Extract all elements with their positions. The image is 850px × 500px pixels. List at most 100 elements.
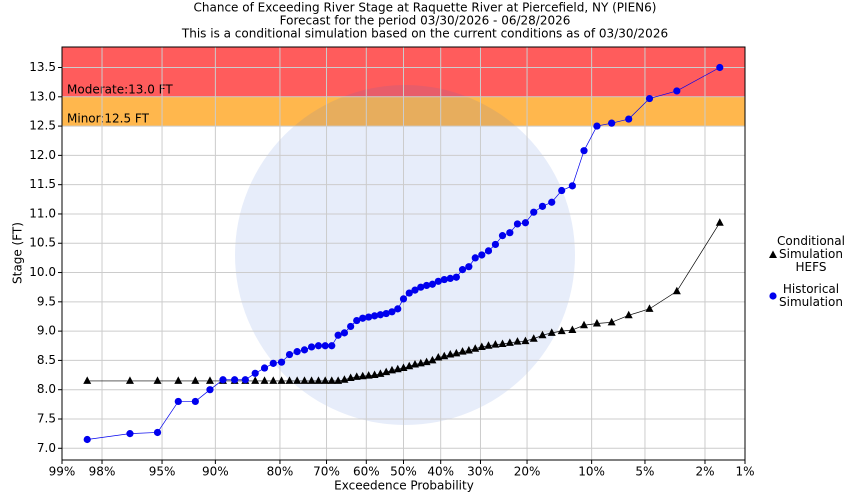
point — [358, 371, 367, 380]
threshold-label: Minor:12.5 FT — [67, 112, 150, 126]
point — [498, 232, 507, 240]
point — [440, 351, 449, 360]
point — [174, 397, 182, 406]
point — [370, 312, 379, 320]
point — [393, 364, 402, 373]
y-tick-label: 13.5 — [29, 60, 56, 74]
point — [83, 376, 92, 384]
point — [440, 275, 448, 284]
point — [491, 340, 500, 348]
x-tick-label: 60% — [353, 465, 380, 479]
point — [529, 334, 538, 342]
plot-frame — [61, 46, 746, 461]
point — [153, 376, 162, 384]
point — [300, 376, 309, 384]
point — [260, 364, 269, 372]
point — [260, 376, 269, 384]
point — [126, 430, 134, 438]
x-tick-label: 80% — [267, 465, 294, 479]
point — [580, 320, 589, 329]
point — [300, 346, 309, 354]
point — [411, 286, 419, 294]
point — [478, 251, 486, 259]
point — [405, 289, 413, 297]
point — [557, 326, 566, 335]
point — [231, 376, 239, 384]
chart-title: Chance of Exceeding River Stage at Raque… — [194, 1, 657, 15]
point — [471, 344, 480, 352]
point — [672, 286, 681, 295]
point — [410, 360, 419, 368]
point — [434, 352, 443, 361]
threshold-label: Moderate:13.0 FT — [67, 82, 173, 96]
point — [521, 219, 530, 227]
x-tick-label: 70% — [313, 465, 340, 479]
y-tick-label: 12.0 — [29, 148, 56, 162]
x-tick-label: 90% — [202, 465, 229, 479]
chart-subtitle: Forecast for the period 03/30/2026 - 06/… — [280, 14, 571, 28]
y-tick-label: 9.0 — [37, 324, 56, 338]
point — [416, 358, 425, 367]
point — [277, 358, 286, 366]
y-tick-label: 10.0 — [29, 265, 56, 279]
point — [285, 376, 294, 384]
point — [505, 338, 514, 346]
point — [498, 339, 507, 348]
point — [370, 370, 379, 379]
point — [365, 313, 373, 321]
point — [434, 277, 442, 285]
y-tick-label: 11.5 — [29, 177, 56, 191]
legend-label: Conditional Simulation HEFS — [777, 234, 845, 274]
point — [364, 371, 373, 379]
point — [530, 208, 538, 216]
point — [241, 376, 249, 384]
point — [314, 342, 323, 350]
point — [464, 345, 473, 354]
point — [388, 308, 396, 316]
point — [394, 305, 402, 313]
x-axis-label: Exceedence Probability — [334, 479, 474, 493]
point — [624, 310, 633, 319]
point — [568, 182, 576, 190]
legend-marker — [769, 250, 777, 258]
point — [359, 314, 367, 322]
y-tick-label: 8.0 — [37, 382, 56, 396]
point — [538, 202, 547, 210]
point — [513, 337, 522, 345]
chart-note: This is a conditional simulation based o… — [181, 27, 668, 41]
point — [645, 304, 654, 312]
x-tick-label: 40% — [427, 465, 454, 479]
point — [608, 119, 616, 127]
point — [458, 347, 467, 355]
point — [293, 348, 301, 356]
point — [251, 376, 260, 384]
point — [484, 247, 493, 255]
point — [607, 317, 616, 326]
point — [446, 350, 455, 358]
point — [205, 376, 214, 384]
point — [314, 376, 323, 384]
point — [458, 266, 467, 274]
legend-marker — [769, 292, 777, 300]
point — [206, 386, 214, 394]
point — [269, 359, 277, 367]
point — [321, 376, 330, 384]
point — [334, 376, 343, 384]
point — [191, 376, 200, 384]
y-tick-label: 9.5 — [37, 294, 56, 308]
point — [153, 428, 162, 437]
point — [625, 115, 633, 123]
point — [452, 348, 461, 357]
x-tick-label: 30% — [467, 465, 494, 479]
point — [484, 341, 493, 349]
point — [513, 220, 522, 228]
point — [471, 254, 479, 262]
point — [191, 397, 199, 406]
point — [251, 369, 259, 377]
point — [715, 218, 724, 226]
y-tick-label: 7.5 — [37, 411, 56, 425]
point — [334, 331, 342, 339]
point — [293, 376, 302, 384]
point — [307, 343, 316, 351]
